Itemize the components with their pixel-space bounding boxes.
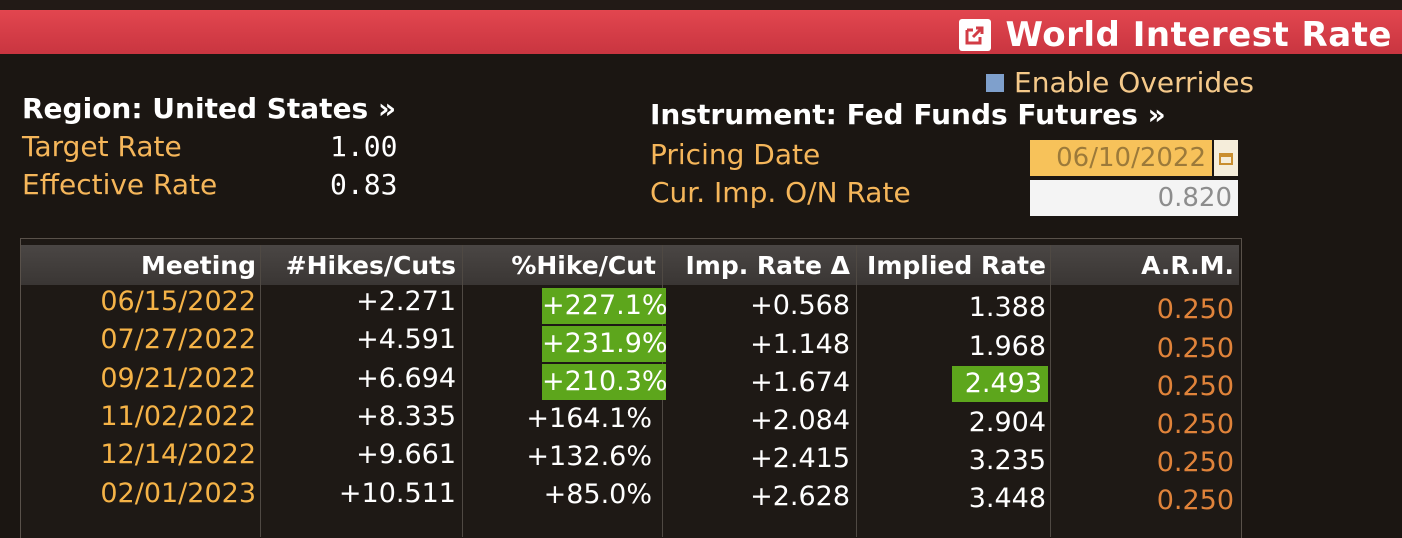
calendar-icon[interactable]: [1214, 140, 1238, 176]
implied-rate-value: 1.968: [968, 331, 1046, 362]
implied-rate-value: 3.448: [968, 483, 1046, 514]
cur-rate-field[interactable]: 0.820: [1030, 180, 1238, 216]
implied-rate-value: 1.388: [968, 292, 1046, 323]
effective-rate-label: Effective Rate: [22, 168, 218, 201]
delta-value: +2.415: [750, 443, 850, 474]
target-rate-value: 1.00: [330, 130, 398, 163]
target-rate-label: Target Rate: [22, 130, 182, 163]
col-header-pct[interactable]: %Hike/Cut: [511, 251, 656, 280]
enable-overrides-label: Enable Overrides: [1014, 66, 1255, 99]
col-header-meeting[interactable]: Meeting: [140, 251, 256, 280]
pct-value-highlighted: +231.9%: [542, 326, 668, 362]
hikes-value: +8.335: [356, 401, 456, 432]
enable-overrides[interactable]: Enable Overrides: [986, 66, 1254, 99]
arm-value: 0.250: [1156, 447, 1234, 478]
column-divider: [260, 245, 261, 537]
pricing-date-label: Pricing Date: [650, 138, 821, 171]
hikes-value: +10.511: [338, 478, 456, 509]
pricing-date-field[interactable]: 06/10/2022: [1030, 140, 1212, 176]
column-divider: [856, 245, 857, 537]
table-header: [21, 245, 1239, 285]
arm-value: 0.250: [1156, 409, 1234, 440]
arm-value: 0.250: [1156, 333, 1234, 364]
meeting-date[interactable]: 11/02/2022: [100, 401, 256, 432]
pct-value: +164.1%: [526, 403, 652, 434]
meeting-date[interactable]: 02/01/2023: [100, 478, 256, 509]
delta-value: +2.628: [750, 481, 850, 512]
cur-rate-label: Cur. Imp. O/N Rate: [650, 176, 911, 209]
arm-value: 0.250: [1156, 371, 1234, 402]
arm-value: 0.250: [1156, 294, 1234, 325]
implied-rate-value: 3.235: [968, 445, 1046, 476]
pct-value: +132.6%: [526, 441, 652, 472]
pct-value-highlighted: +227.1%: [542, 288, 668, 324]
meeting-date[interactable]: 09/21/2022: [100, 363, 256, 394]
title-bar: [0, 10, 1402, 54]
top-strip: [0, 0, 1402, 10]
external-link-icon[interactable]: [959, 19, 992, 51]
meeting-date[interactable]: 12/14/2022: [100, 439, 256, 470]
column-divider: [1050, 245, 1051, 537]
meeting-date[interactable]: 07/27/2022: [100, 324, 256, 355]
title-group: World Interest Rate: [959, 12, 1392, 58]
region-selector[interactable]: Region: United States »: [22, 92, 397, 125]
implied-rate-value: 2.904: [968, 407, 1046, 438]
window-title: World Interest Rate: [1005, 15, 1392, 55]
col-header-delta[interactable]: Imp. Rate Δ: [685, 251, 850, 280]
hikes-value: +9.661: [356, 439, 456, 470]
pct-value: +85.0%: [543, 479, 652, 510]
hikes-value: +6.694: [356, 363, 456, 394]
arm-value: 0.250: [1156, 485, 1234, 516]
enable-overrides-checkbox[interactable]: [986, 73, 1004, 92]
delta-value: +1.674: [750, 367, 850, 398]
hikes-value: +4.591: [356, 324, 456, 355]
col-header-implied[interactable]: Implied Rate: [867, 251, 1046, 280]
delta-value: +1.148: [750, 329, 850, 360]
column-divider: [462, 245, 463, 537]
delta-value: +0.568: [750, 290, 850, 321]
instrument-selector[interactable]: Instrument: Fed Funds Futures »: [650, 98, 1166, 131]
pct-value-highlighted: +210.3%: [542, 364, 668, 400]
meeting-date[interactable]: 06/15/2022: [100, 286, 256, 317]
col-header-arm[interactable]: A.R.M.: [1141, 251, 1234, 280]
effective-rate-value: 0.83: [330, 168, 398, 201]
col-header-hikes[interactable]: #Hikes/Cuts: [285, 251, 456, 280]
hikes-value: +2.271: [356, 286, 456, 317]
delta-value: +2.084: [750, 405, 850, 436]
implied-rate-value-highlighted: 2.493: [952, 366, 1048, 402]
